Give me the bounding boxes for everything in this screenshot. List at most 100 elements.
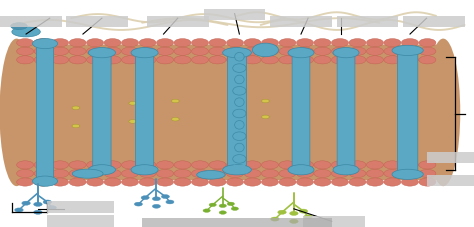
Circle shape: [191, 56, 209, 64]
Circle shape: [69, 178, 86, 186]
FancyBboxPatch shape: [427, 152, 474, 163]
FancyBboxPatch shape: [142, 218, 332, 227]
Circle shape: [349, 169, 366, 178]
Ellipse shape: [233, 86, 246, 95]
Circle shape: [419, 161, 436, 169]
Ellipse shape: [235, 121, 244, 129]
Ellipse shape: [72, 169, 103, 178]
Circle shape: [34, 39, 51, 47]
FancyBboxPatch shape: [93, 54, 111, 168]
Circle shape: [227, 161, 244, 169]
Circle shape: [15, 208, 23, 212]
Circle shape: [104, 56, 121, 64]
Circle shape: [290, 211, 298, 215]
Circle shape: [279, 161, 296, 169]
FancyBboxPatch shape: [427, 175, 474, 186]
FancyBboxPatch shape: [228, 54, 246, 168]
Circle shape: [262, 47, 279, 55]
Circle shape: [104, 39, 121, 47]
Circle shape: [209, 169, 226, 178]
Circle shape: [34, 210, 42, 214]
Ellipse shape: [235, 143, 244, 152]
Circle shape: [121, 39, 138, 47]
FancyBboxPatch shape: [204, 9, 265, 20]
Circle shape: [349, 47, 366, 55]
Circle shape: [296, 47, 313, 55]
Ellipse shape: [233, 64, 246, 72]
Circle shape: [231, 207, 238, 210]
Circle shape: [279, 178, 296, 186]
Circle shape: [244, 178, 261, 186]
Circle shape: [34, 169, 51, 178]
Circle shape: [296, 178, 313, 186]
Ellipse shape: [223, 165, 251, 175]
Circle shape: [139, 56, 156, 64]
Circle shape: [34, 202, 42, 206]
Circle shape: [191, 39, 209, 47]
Circle shape: [69, 169, 86, 178]
Ellipse shape: [33, 38, 57, 49]
Circle shape: [209, 161, 226, 169]
Circle shape: [384, 56, 401, 64]
Circle shape: [121, 169, 138, 178]
Circle shape: [139, 39, 156, 47]
Circle shape: [219, 204, 227, 207]
Circle shape: [296, 161, 313, 169]
Circle shape: [401, 39, 419, 47]
Ellipse shape: [235, 52, 244, 61]
Circle shape: [384, 39, 401, 47]
Circle shape: [331, 39, 348, 47]
Circle shape: [227, 56, 244, 64]
Circle shape: [34, 47, 51, 55]
Circle shape: [278, 210, 286, 214]
Ellipse shape: [288, 165, 314, 175]
Circle shape: [87, 47, 104, 55]
Circle shape: [152, 204, 161, 208]
Circle shape: [244, 39, 261, 47]
Circle shape: [314, 169, 331, 178]
Circle shape: [401, 169, 419, 178]
Circle shape: [17, 161, 34, 169]
Circle shape: [349, 56, 366, 64]
Circle shape: [279, 47, 296, 55]
Circle shape: [262, 39, 279, 47]
Circle shape: [34, 56, 51, 64]
Ellipse shape: [235, 98, 244, 106]
Circle shape: [17, 47, 34, 55]
Ellipse shape: [88, 165, 116, 175]
Circle shape: [366, 47, 383, 55]
Circle shape: [209, 178, 226, 186]
Ellipse shape: [88, 48, 116, 58]
Circle shape: [262, 178, 279, 186]
Circle shape: [366, 161, 383, 169]
Ellipse shape: [33, 176, 57, 186]
Circle shape: [156, 39, 173, 47]
Circle shape: [104, 178, 121, 186]
Ellipse shape: [233, 109, 246, 118]
Circle shape: [134, 202, 143, 206]
Circle shape: [129, 101, 137, 105]
Circle shape: [52, 47, 69, 55]
Circle shape: [271, 217, 279, 221]
Circle shape: [314, 39, 331, 47]
Circle shape: [22, 201, 30, 205]
Circle shape: [227, 202, 235, 206]
Circle shape: [48, 206, 56, 210]
Circle shape: [227, 47, 244, 55]
Circle shape: [69, 56, 86, 64]
Circle shape: [87, 161, 104, 169]
Circle shape: [279, 39, 296, 47]
Circle shape: [161, 195, 170, 199]
Circle shape: [401, 56, 419, 64]
Circle shape: [314, 47, 331, 55]
Ellipse shape: [392, 169, 423, 179]
FancyBboxPatch shape: [292, 54, 310, 168]
Circle shape: [87, 169, 104, 178]
Circle shape: [262, 99, 269, 103]
Circle shape: [209, 203, 216, 207]
Circle shape: [366, 39, 383, 47]
Ellipse shape: [235, 75, 244, 84]
FancyBboxPatch shape: [147, 16, 209, 27]
Ellipse shape: [392, 45, 423, 55]
Circle shape: [401, 178, 419, 186]
